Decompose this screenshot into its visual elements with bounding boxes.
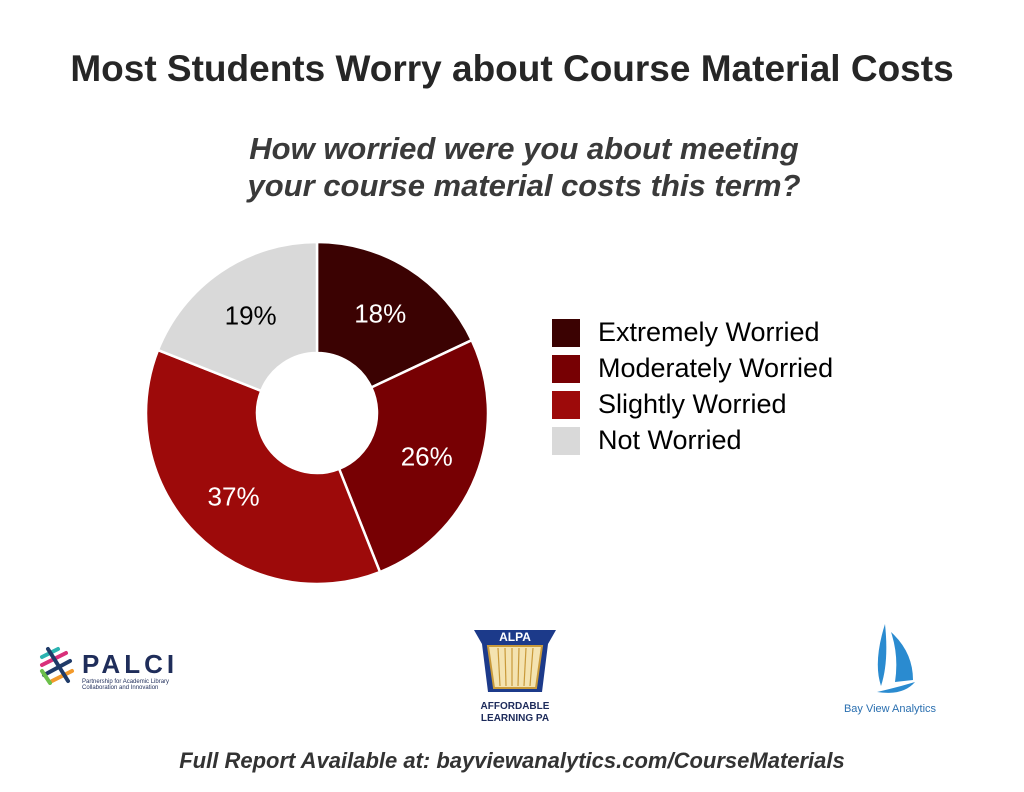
legend-item: Not Worried <box>552 425 742 456</box>
sailboat-icon <box>877 624 915 693</box>
legend-item: Moderately Worried <box>552 353 833 384</box>
subtitle-line: your course material costs this term? <box>247 168 801 203</box>
palci-weave-icon <box>40 647 74 685</box>
legend-label: Moderately Worried <box>598 353 834 383</box>
legend-item: Extremely Worried <box>552 317 820 348</box>
svg-text:ALPA: ALPA <box>499 630 531 644</box>
legend-swatch <box>552 426 580 455</box>
data-label: 19% <box>225 300 277 330</box>
data-label: 26% <box>401 441 453 471</box>
data-label: 18% <box>354 298 406 328</box>
legend-swatch <box>552 318 580 347</box>
legend-label: Slightly Worried <box>598 389 787 419</box>
legend-item: Slightly Worried <box>552 389 787 420</box>
donut-slice-not-worried <box>156 240 319 393</box>
chart-subtitle: How worried were you about meeting your … <box>0 130 1024 204</box>
donut-slice-moderately-worried <box>337 338 490 574</box>
bayview-logo: Bay View Analytics <box>825 622 955 715</box>
alpa-logo: ALPA AFFORDABLE LEARNING PA <box>470 622 560 727</box>
subtitle-line: How worried were you about meeting <box>249 131 799 166</box>
palci-logo: PALCI Partnership for Academic Library C… <box>38 645 174 691</box>
legend-swatch <box>552 354 580 383</box>
keystone-book-icon: ALPA <box>474 630 556 692</box>
donut-slice-slightly-worried <box>144 348 382 586</box>
legend-swatch <box>552 390 580 419</box>
chart-title: Most Students Worry about Course Materia… <box>70 48 954 89</box>
footer-link[interactable]: Full Report Available at: bayviewanalyti… <box>179 748 845 773</box>
legend-label: Not Worried <box>598 425 742 455</box>
legend-label: Extremely Worried <box>598 317 820 347</box>
donut-slice-extremely-worried <box>315 240 474 390</box>
data-label: 37% <box>208 481 260 511</box>
